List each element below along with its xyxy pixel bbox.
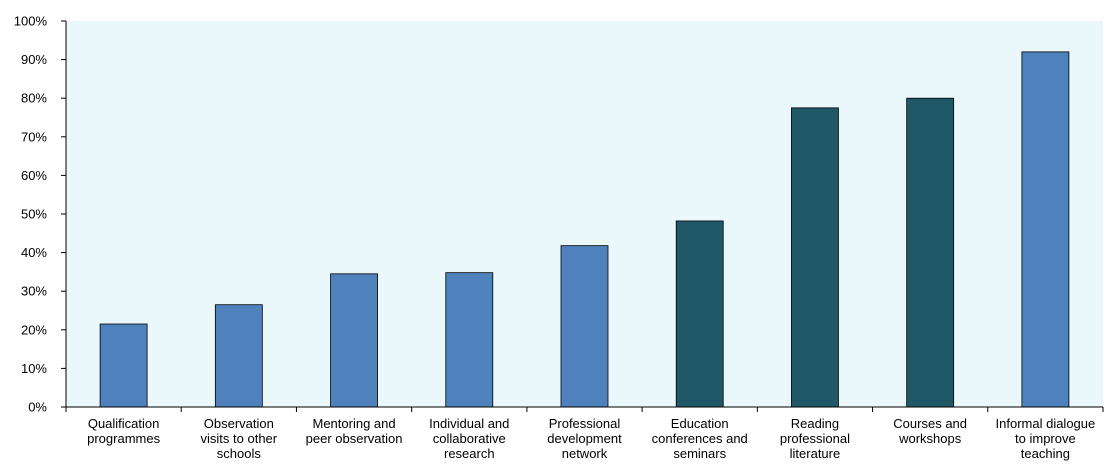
y-tick-label: 40% <box>21 245 47 260</box>
bar <box>560 245 609 408</box>
x-category-label: Informal dialogue to improve teaching <box>996 416 1096 461</box>
x-category-label: Courses and workshops <box>893 416 967 446</box>
x-category-label: Qualification programmes <box>87 416 160 446</box>
y-tick-label: 30% <box>21 284 47 299</box>
y-tick-label: 50% <box>21 207 47 222</box>
y-tick-label: 70% <box>21 129 47 144</box>
bar <box>99 323 148 408</box>
x-axis-labels: Qualification programmes Observation visits… <box>87 416 1095 461</box>
bars <box>99 51 1070 408</box>
y-tick-label: 60% <box>21 168 47 183</box>
bar <box>1021 51 1070 408</box>
x-category-label: Education conferences and seminars <box>652 416 748 461</box>
bar <box>906 97 955 408</box>
bar <box>330 273 378 408</box>
x-category-label: Professional development network <box>547 416 622 461</box>
y-tick-label: 90% <box>21 52 47 67</box>
y-axis-ticks: 0% 10% 20% 30% 40% 50% 60% 70% 80% 90% 100% <box>14 14 1104 415</box>
y-tick-label: 100% <box>14 14 48 29</box>
x-category-label: Individual and collaborative research <box>429 416 509 461</box>
x-category-label: Mentoring and peer observation <box>306 416 403 446</box>
bar <box>675 220 724 408</box>
bar <box>214 304 263 408</box>
bar <box>791 107 839 408</box>
y-tick-label: 20% <box>21 322 47 337</box>
y-tick-label: 10% <box>21 361 47 376</box>
x-category-label: Observation visits to other schools <box>201 416 278 461</box>
bar <box>445 272 494 408</box>
x-category-label: Reading professional literature <box>780 416 850 461</box>
y-tick-label: 80% <box>21 91 47 106</box>
y-tick-label: 0% <box>28 400 47 415</box>
